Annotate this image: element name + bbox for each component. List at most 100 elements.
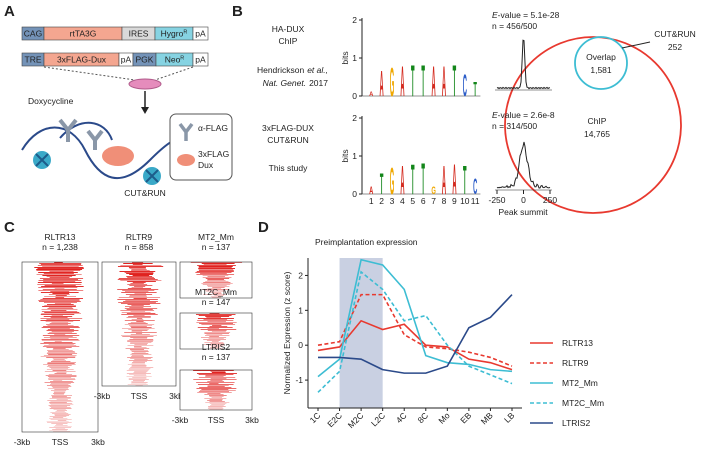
- heatmap-axis-label: 3kb: [245, 415, 259, 425]
- logo-letter: A: [452, 156, 456, 204]
- heatmap-frame: [179, 369, 253, 411]
- construct-text: PGK: [136, 55, 154, 65]
- heatmap-axis-label: -3kb: [14, 437, 31, 447]
- source-text: et al.,: [307, 65, 328, 75]
- source-text: 2017: [309, 78, 328, 88]
- source-label: Hendrickson et al.,: [257, 65, 328, 75]
- logo-letter: A: [432, 58, 436, 106]
- x-tick-label: M2C: [346, 410, 366, 430]
- logo-letter: A: [400, 58, 404, 106]
- heatmap-frame: [101, 261, 177, 387]
- construct-segment: [192, 52, 209, 67]
- construct-label: HygroR: [161, 29, 188, 39]
- dash-line: [43, 66, 136, 81]
- peak-profile: [496, 39, 551, 90]
- venn-count: 252: [668, 42, 682, 52]
- legend-label: LTRIS2: [562, 418, 590, 428]
- construct-text: pA: [195, 29, 206, 39]
- heatmap-title: LTRIS2: [202, 342, 230, 352]
- logo-letter: T: [380, 169, 384, 201]
- logo-letter: T: [411, 57, 415, 106]
- y-tick-label: 2: [298, 270, 303, 280]
- n-label: n = 314/500: [492, 121, 537, 131]
- y-axis-label: Normalized Expression (z score): [282, 271, 292, 394]
- logo-position-label: 7: [431, 196, 436, 206]
- legend-protein-label: 3xFLAG: [198, 149, 229, 159]
- x-tick-label: 4C: [394, 410, 409, 425]
- y-tick-label: 0: [298, 340, 303, 350]
- sample-label: 3xFLAG-DUX: [262, 123, 314, 133]
- legend-protein: [177, 154, 195, 166]
- evalue-text: -value = 2.6e-8: [498, 110, 555, 120]
- construct-label: pA: [121, 55, 132, 65]
- logo-position-label: 3: [390, 196, 395, 206]
- x-tick-label: MB: [479, 410, 495, 426]
- logo-letter: G: [390, 159, 394, 202]
- venn-count: 14,765: [584, 129, 610, 139]
- construct-label: rtTA3G: [70, 29, 97, 39]
- logo-tick-label: 0: [352, 91, 357, 101]
- logo-letter: T: [453, 57, 457, 106]
- source-text: Hendrickson: [257, 65, 305, 75]
- logo-letter: T: [473, 78, 477, 101]
- heatmap-title: RLTR13: [44, 232, 75, 242]
- x-tick-label: Mo: [436, 410, 452, 426]
- evalue-label: E-value = 2.6e-8: [492, 110, 555, 120]
- heatmap-axis-label: 3kb: [91, 437, 105, 447]
- logo-letter: A: [369, 91, 374, 99]
- source-label: Nat. Genet. 2017: [263, 78, 329, 88]
- logo-position-label: 6: [421, 196, 426, 206]
- venn-cutrun: [574, 36, 628, 90]
- heatmap-n: n = 147: [202, 297, 231, 307]
- construct-label: TRE: [25, 55, 42, 65]
- nucleosome: [143, 167, 161, 185]
- venn-pointer: [621, 41, 651, 49]
- legend-protein-label: Dux: [198, 160, 214, 170]
- construct-sup: R: [180, 56, 184, 62]
- legend-label: RLTR9: [562, 358, 589, 368]
- antibody: [86, 129, 104, 150]
- heatmap-frame: [179, 261, 253, 299]
- peak-tick-label: 250: [543, 195, 557, 205]
- antibody: [58, 118, 78, 142]
- x-tick-label: LB: [502, 410, 517, 425]
- legend-label: MT2_Mm: [562, 378, 598, 388]
- logo-position-label: 9: [452, 196, 457, 206]
- logo-letter: C: [463, 67, 467, 103]
- series-line: [317, 258, 513, 378]
- logo-tick-label: 2: [352, 113, 357, 123]
- logo-position-label: 10: [460, 196, 470, 206]
- logo-tick-label: 0: [352, 189, 357, 199]
- series-line: [317, 270, 513, 393]
- legend-antibody: [178, 122, 194, 141]
- dash-line: [154, 66, 194, 81]
- logo-position-label: 8: [442, 196, 447, 206]
- series-line: [317, 293, 513, 367]
- construct-text: CAG: [24, 29, 42, 39]
- logo-letter: G: [431, 184, 436, 197]
- evalue-symbol: E: [492, 10, 498, 20]
- logo-axis-label: bits: [340, 51, 350, 64]
- y-tick-label: -1: [295, 375, 303, 385]
- heatmap-title: MT2_Mm: [198, 232, 234, 242]
- logo-position-label: 2: [379, 196, 384, 206]
- peak-profile: [496, 141, 551, 189]
- nucleosome: [33, 151, 51, 169]
- construct-text: IRES: [129, 29, 149, 39]
- series-line: [318, 294, 513, 374]
- venn-count: 1,581: [590, 65, 612, 75]
- logo-letter: A: [400, 159, 404, 204]
- logo-letter: A: [380, 65, 384, 104]
- sample-label: HA-DUX: [272, 24, 305, 34]
- logo-letter: T: [411, 156, 415, 204]
- peak-tick-label: 0: [521, 195, 526, 205]
- venn-label: Overlap: [586, 52, 616, 62]
- construct-label: PGK: [136, 55, 154, 65]
- sample-label: CUT&RUN: [267, 135, 309, 145]
- n-label: n = 456/500: [492, 21, 537, 31]
- heatmap-n: n = 1,238: [42, 242, 78, 252]
- arrow-head: [141, 107, 149, 114]
- dux-protein: [102, 146, 134, 166]
- series-line: [317, 319, 513, 371]
